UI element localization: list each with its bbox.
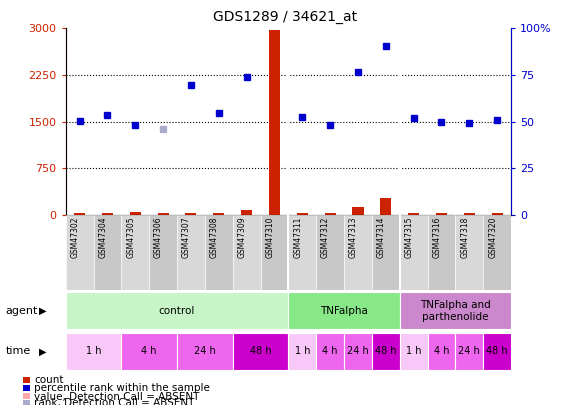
Bar [74,213,85,215]
Bar [66,333,122,370]
Text: GSM47311: GSM47311 [293,216,302,258]
Bar [149,215,177,290]
Bar [400,215,428,290]
Text: time: time [6,346,31,356]
Bar [130,213,141,215]
Bar [23,385,30,391]
Bar [316,333,344,370]
Bar [23,377,30,383]
Text: value, Detection Call = ABSENT: value, Detection Call = ABSENT [34,392,199,402]
Text: GDS1289 / 34621_at: GDS1289 / 34621_at [214,10,357,24]
Bar [288,215,316,290]
Text: GSM47318: GSM47318 [460,216,469,258]
Bar [66,292,288,329]
Bar [492,213,502,215]
Bar [297,213,308,215]
Text: ▶: ▶ [39,346,46,356]
Text: 48 h: 48 h [375,346,397,356]
Text: agent: agent [6,306,38,316]
Bar [400,292,511,329]
Bar [233,333,288,370]
Text: 4 h: 4 h [323,346,338,356]
Text: 1 h: 1 h [406,346,421,356]
Bar [241,210,252,215]
Bar [186,213,196,215]
Text: GSM47306: GSM47306 [154,216,163,258]
Bar [260,215,288,290]
Text: 4 h: 4 h [142,346,157,356]
Text: TNFalpha and
parthenolide: TNFalpha and parthenolide [420,300,490,322]
Bar [316,215,344,290]
Bar [464,213,475,215]
Text: GSM47304: GSM47304 [98,216,107,258]
Bar [288,333,316,370]
Bar [483,215,511,290]
Bar [23,393,30,399]
Bar [372,215,400,290]
Text: GSM47320: GSM47320 [488,216,497,258]
Text: 1 h: 1 h [295,346,310,356]
Bar [400,333,428,370]
Bar [324,213,336,215]
Text: ▶: ▶ [39,306,46,316]
Bar [380,198,391,215]
Text: count: count [34,375,63,385]
Bar [177,215,205,290]
Text: 24 h: 24 h [459,346,480,356]
Text: GSM47313: GSM47313 [349,216,358,258]
Text: GSM47308: GSM47308 [210,216,219,258]
Bar [428,333,456,370]
Text: GSM47305: GSM47305 [126,216,135,258]
Bar [408,213,419,215]
Bar [177,333,233,370]
Text: 48 h: 48 h [486,346,508,356]
Text: GSM47309: GSM47309 [238,216,247,258]
Bar [372,333,400,370]
Bar [233,215,260,290]
Bar [66,215,94,290]
Bar [122,333,177,370]
Text: control: control [159,306,195,316]
Bar [344,333,372,370]
Bar [269,30,280,215]
Text: GSM47316: GSM47316 [432,216,441,258]
Bar [213,213,224,215]
Bar [23,400,30,405]
Text: percentile rank within the sample: percentile rank within the sample [34,384,210,393]
Text: GSM47302: GSM47302 [71,216,79,258]
Bar [94,215,122,290]
Text: GSM47314: GSM47314 [377,216,386,258]
Bar [205,215,233,290]
Bar [456,215,483,290]
Bar [436,213,447,215]
Bar [122,215,149,290]
Text: 48 h: 48 h [250,346,271,356]
Text: rank, Detection Call = ABSENT: rank, Detection Call = ABSENT [34,399,195,405]
Bar [483,333,511,370]
Text: 1 h: 1 h [86,346,101,356]
Bar [352,207,364,215]
Text: TNFalpha: TNFalpha [320,306,368,316]
Bar [456,333,483,370]
Bar [428,215,456,290]
Bar [288,292,400,329]
Text: 24 h: 24 h [194,346,216,356]
Text: 24 h: 24 h [347,346,369,356]
Text: GSM47312: GSM47312 [321,216,330,258]
Bar [158,213,168,215]
Bar [102,213,113,215]
Text: GSM47310: GSM47310 [266,216,275,258]
Bar [344,215,372,290]
Text: 4 h: 4 h [434,346,449,356]
Text: GSM47315: GSM47315 [405,216,413,258]
Text: GSM47307: GSM47307 [182,216,191,258]
